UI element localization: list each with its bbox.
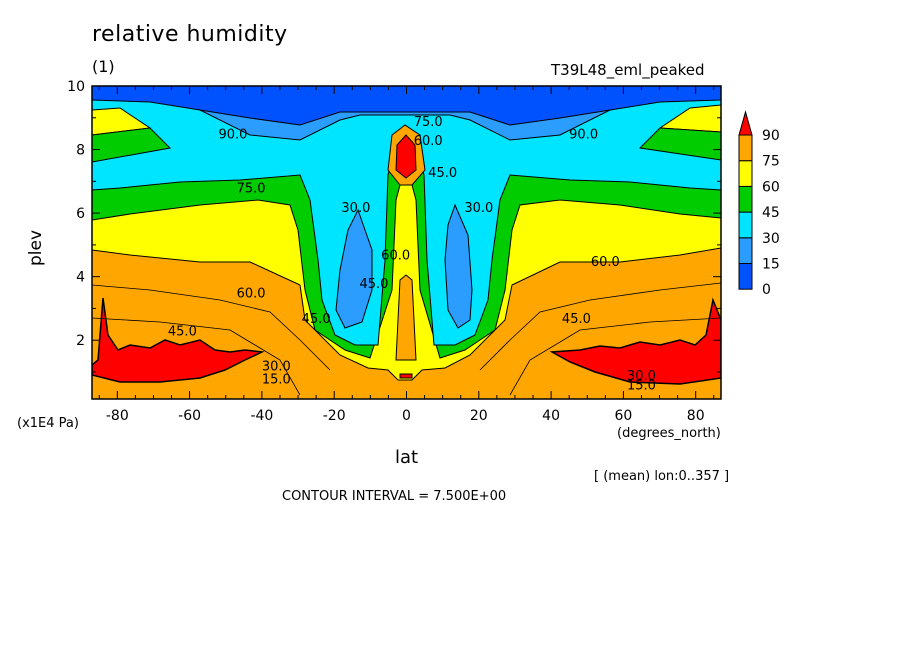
x-tick-label: -20 <box>323 408 346 424</box>
contour-label: 45.0 <box>428 166 457 181</box>
fill-sh-red-blob <box>92 297 265 383</box>
colorbar-swatch <box>738 185 753 213</box>
colorbar-swatch <box>738 110 753 136</box>
x-tick-label: -60 <box>178 408 201 424</box>
contour-line-nh-70 <box>479 282 721 371</box>
y-tick-label: 2 <box>76 333 85 349</box>
fill-nh-upper-green <box>638 127 721 161</box>
x-axis-unit: (degrees_north) <box>617 426 721 441</box>
contour-label: 60.0 <box>381 248 410 263</box>
contour-label: 90.0 <box>219 128 248 143</box>
x-tick-label: -40 <box>250 408 273 424</box>
colorbar-swatch <box>738 263 753 290</box>
contour-label: 75.0 <box>414 115 443 130</box>
mean-note: [ (mean) lon:0..357 ] <box>594 469 730 484</box>
colorbar-swatch <box>738 237 753 265</box>
colorbar-label: 60 <box>762 179 780 195</box>
y-tick-label: 8 <box>76 143 85 159</box>
chart-title: relative humidity <box>92 22 288 47</box>
contour-interval-note: CONTOUR INTERVAL = 7.500E+00 <box>282 489 507 504</box>
colorbar: 90 75 60 45 30 15 0 <box>738 110 780 298</box>
contour-label: 45.0 <box>562 312 591 327</box>
fill-nh-dry-pocket <box>444 203 473 329</box>
contour-label: 75.0 <box>237 182 266 197</box>
contour-label: 15.0 <box>262 372 291 387</box>
fill-eq-lower-orange <box>395 274 417 361</box>
contour-label: 30.0 <box>464 201 493 216</box>
contour-label: 45.0 <box>168 325 197 340</box>
contour-labels: 15.030.045.060.075.090.045.045.030.060.0… <box>168 115 656 394</box>
contour-label: 60.0 <box>591 255 620 270</box>
run-label: T39L48_eml_peaked <box>551 61 705 79</box>
contour-label: 45.0 <box>359 277 388 292</box>
colorbar-swatch <box>738 134 753 162</box>
colorbar-label: 90 <box>762 128 780 144</box>
contour-line-nh-80 <box>509 317 721 396</box>
fill-sh-upper-green <box>92 127 172 163</box>
x-axis-label: lat <box>395 447 419 468</box>
contour-label: 45.0 <box>302 312 331 327</box>
fill-sh-dry-pocket <box>335 208 373 329</box>
colorbar-swatch <box>738 160 753 187</box>
y-axis-unit: (x1E4 Pa) <box>17 416 79 431</box>
colorbar-label: 45 <box>762 205 780 221</box>
chart-subtitle: (1) <box>92 57 115 76</box>
y-tick-label: 6 <box>76 206 85 222</box>
contour-line-sh-70 <box>92 284 331 371</box>
x-tick-label: 20 <box>470 408 488 424</box>
contour-label: 30.0 <box>627 369 656 384</box>
x-tick-label: -80 <box>106 408 129 424</box>
fill-0-15 <box>92 86 721 126</box>
contour-label: 90.0 <box>569 128 598 143</box>
colorbar-label: 30 <box>762 231 780 247</box>
fill-30-45 <box>92 86 721 346</box>
x-tick-label: 60 <box>614 408 632 424</box>
contour-label: 60.0 <box>237 287 266 302</box>
colorbar-label: 15 <box>762 257 780 273</box>
colorbar-label: 75 <box>762 154 780 170</box>
contour-label: 15.0 <box>627 379 656 394</box>
contour-label: 60.0 <box>414 134 443 149</box>
x-tick-label: 0 <box>402 408 411 424</box>
contour-fill <box>92 86 721 399</box>
contour-line-sh-80 <box>92 317 301 396</box>
colorbar-label: 0 <box>762 282 771 298</box>
fill-eq-column-red <box>395 134 417 179</box>
contour-label: 30.0 <box>341 201 370 216</box>
colorbar-swatch <box>738 211 753 239</box>
contour-label: 30.0 <box>262 360 291 375</box>
fill-eq-marker <box>399 373 413 379</box>
x-tick-label: 40 <box>542 408 560 424</box>
y-tick-label: 4 <box>76 270 85 286</box>
y-tick-label: 10 <box>67 79 85 95</box>
axis-ticks: -80 -60 -40 -20 0 20 40 60 80 2 4 6 8 10 <box>67 79 721 424</box>
fill-nh-red-blob <box>549 297 721 385</box>
x-tick-label: 80 <box>687 408 705 424</box>
